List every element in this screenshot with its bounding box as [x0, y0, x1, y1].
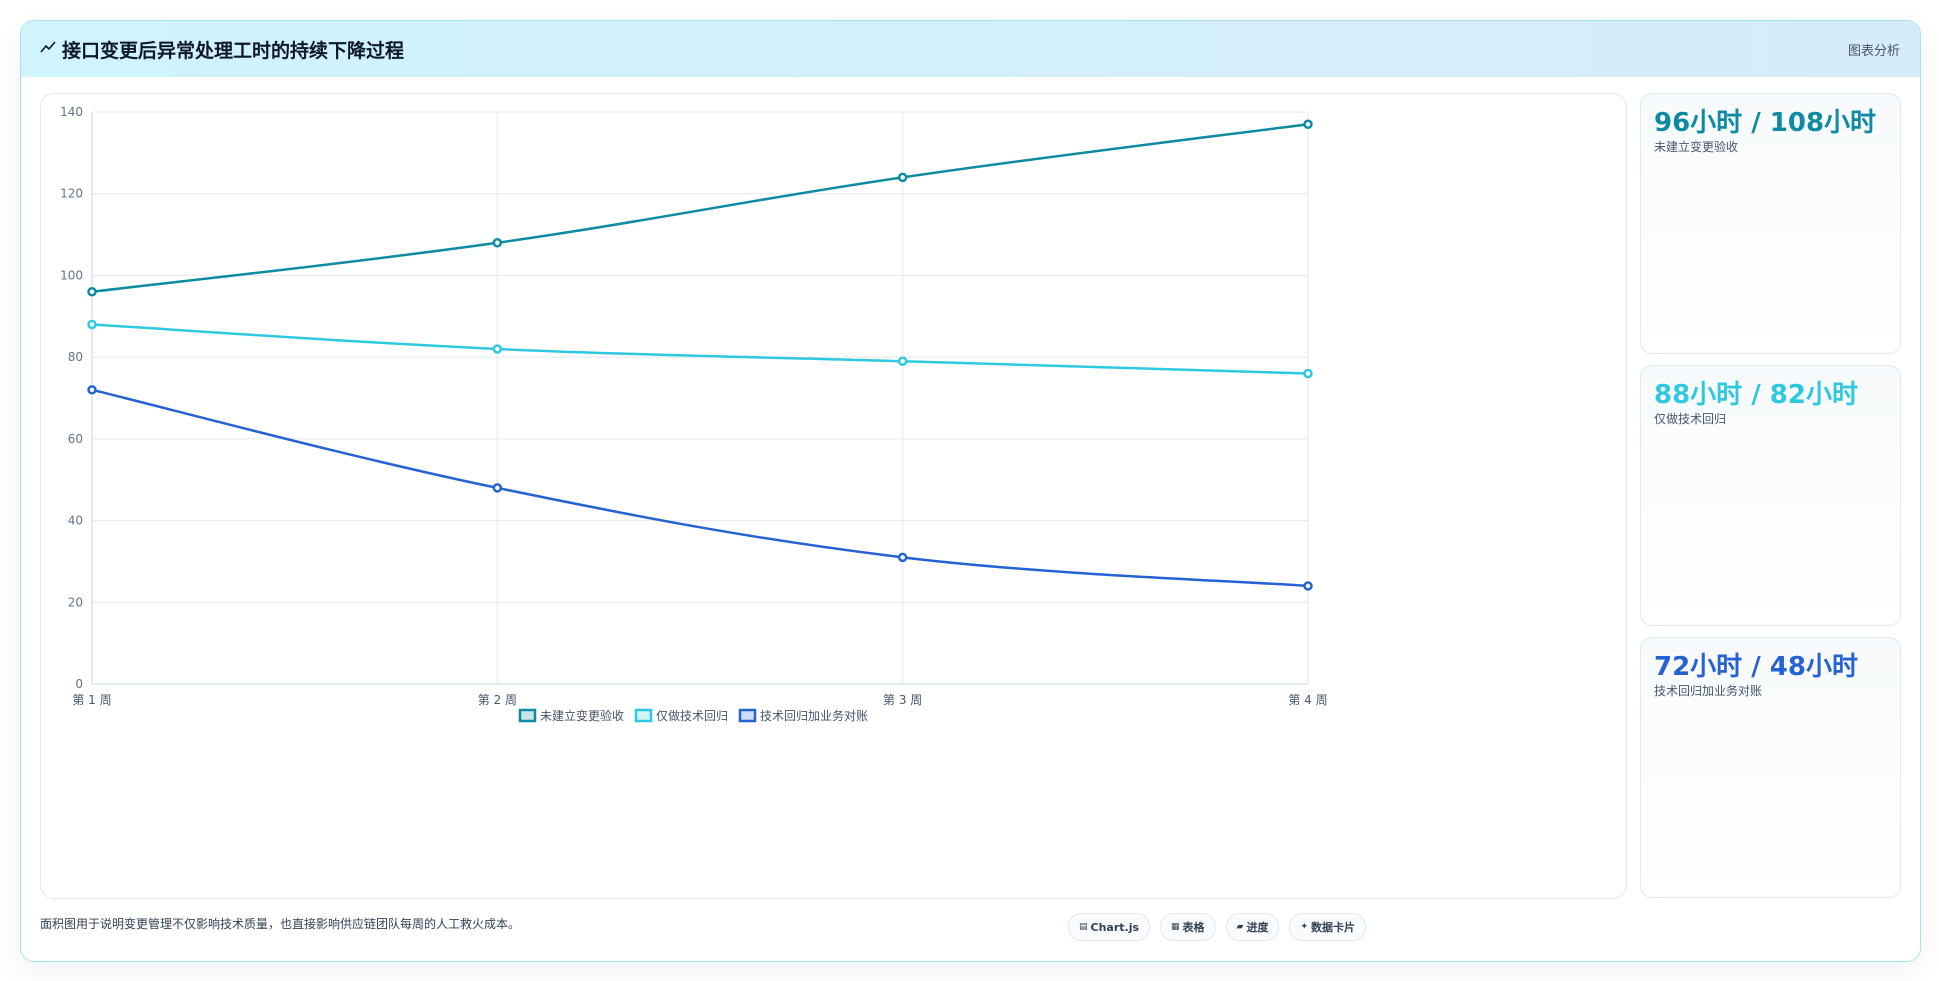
line-chart: 0 20 40 60 80 100 120 140 第 1 周 第 2 周 第 3 周 第 4 周未建…: [60, 105, 1328, 723]
chart-analysis-label: 图表分析: [1847, 44, 1900, 59]
chip-table[interactable]: ▦ 表格: [1160, 913, 1216, 941]
legend-label: 技术回归加业务对账: [760, 708, 868, 723]
series-line: [91, 323, 1309, 375]
chart-icon: ▤: [1079, 922, 1088, 932]
chart-card: 0 20 40 60 80 100 120 140 第 1 周 第 2 周 第 3 周 第 4 周未建…: [40, 93, 1627, 899]
x-tick-label: 第 1 周: [72, 693, 111, 707]
data-point: [87, 287, 97, 297]
legend-label: 未建立变更验收: [540, 708, 624, 723]
x-tick-label: 第 2 周: [478, 693, 517, 707]
progress-icon: ▰: [1236, 922, 1244, 932]
data-point: [1303, 119, 1313, 130]
stat-value: 72小时 / 48小时: [1654, 652, 1858, 682]
y-tick-label: 100: [60, 268, 83, 282]
legend-label: 仅做技术回归: [656, 708, 728, 723]
feature-chips: ▤ Chart.js ▦ 表格 ▰ 进度 ✦ 数据卡片: [1068, 913, 1367, 941]
data-point: [1303, 368, 1313, 379]
chip-label: 进度: [1246, 921, 1269, 934]
data-point: [897, 356, 908, 366]
chip-label: Chart.js: [1090, 920, 1140, 934]
stat-label: 技术回归加业务对账: [1654, 684, 1763, 698]
series-line: [91, 123, 1309, 294]
y-tick-label: 120: [60, 187, 83, 201]
y-tick-label: 140: [60, 105, 83, 119]
chart-panel: 接口变更后异常处理工时的持续下降过程 图表分析 0 20 40 60 80 100 120 1…: [20, 20, 1921, 962]
chip-label: 数据卡片: [1311, 921, 1356, 934]
chip-progress[interactable]: ▰ 进度: [1225, 913, 1280, 941]
chip-label: 表格: [1182, 921, 1205, 934]
page-title: 接口变更后异常处理工时的持续下降过程: [62, 40, 405, 62]
stat-card-tech-and-business: 72小时 / 48小时 技术回归加业务对账: [1640, 637, 1901, 898]
legend-swatch: [634, 708, 653, 723]
y-tick-label: 40: [68, 514, 83, 528]
stat-card-no-acceptance: 96小时 / 108小时 未建立变更验收: [1640, 93, 1901, 354]
data-point: [897, 552, 908, 563]
table-icon: ▦: [1171, 922, 1180, 932]
stat-label: 仅做技术回归: [1654, 412, 1727, 426]
y-tick-label: 0: [75, 677, 83, 691]
data-point: [492, 344, 503, 354]
series-line: [91, 388, 1309, 588]
chip-data-card[interactable]: ✦ 数据卡片: [1289, 913, 1367, 941]
stat-value: 88小时 / 82小时: [1654, 380, 1858, 410]
x-tick-label: 第 4 周: [1288, 693, 1327, 707]
data-point: [1303, 581, 1313, 591]
panel-header: 接口变更后异常处理工时的持续下降过程 图表分析: [21, 21, 1920, 77]
data-point: [87, 319, 97, 330]
legend-swatch: [518, 708, 537, 723]
y-tick-label: 60: [68, 432, 83, 446]
data-point: [897, 172, 908, 183]
data-point: [492, 237, 503, 248]
data-point: [87, 385, 97, 395]
stat-value: 96小时 / 108小时: [1654, 108, 1877, 138]
y-tick-label: 20: [68, 595, 83, 609]
trend-chart-icon: [40, 41, 56, 53]
data-point: [492, 483, 503, 493]
footer-note: 面积图用于说明变更管理不仅影响技术质量，也直接影响供应链团队每周的人工救火成本。: [40, 917, 521, 931]
stat-card-tech-regression: 88小时 / 82小时 仅做技术回归: [1640, 365, 1901, 626]
x-tick-label: 第 3 周: [883, 693, 922, 707]
chip-chartjs[interactable]: ▤ Chart.js: [1068, 913, 1151, 941]
sparkle-icon: ✦: [1300, 922, 1309, 932]
stat-label: 未建立变更验收: [1654, 140, 1739, 154]
legend-swatch: [738, 708, 757, 723]
y-tick-label: 80: [68, 350, 83, 364]
